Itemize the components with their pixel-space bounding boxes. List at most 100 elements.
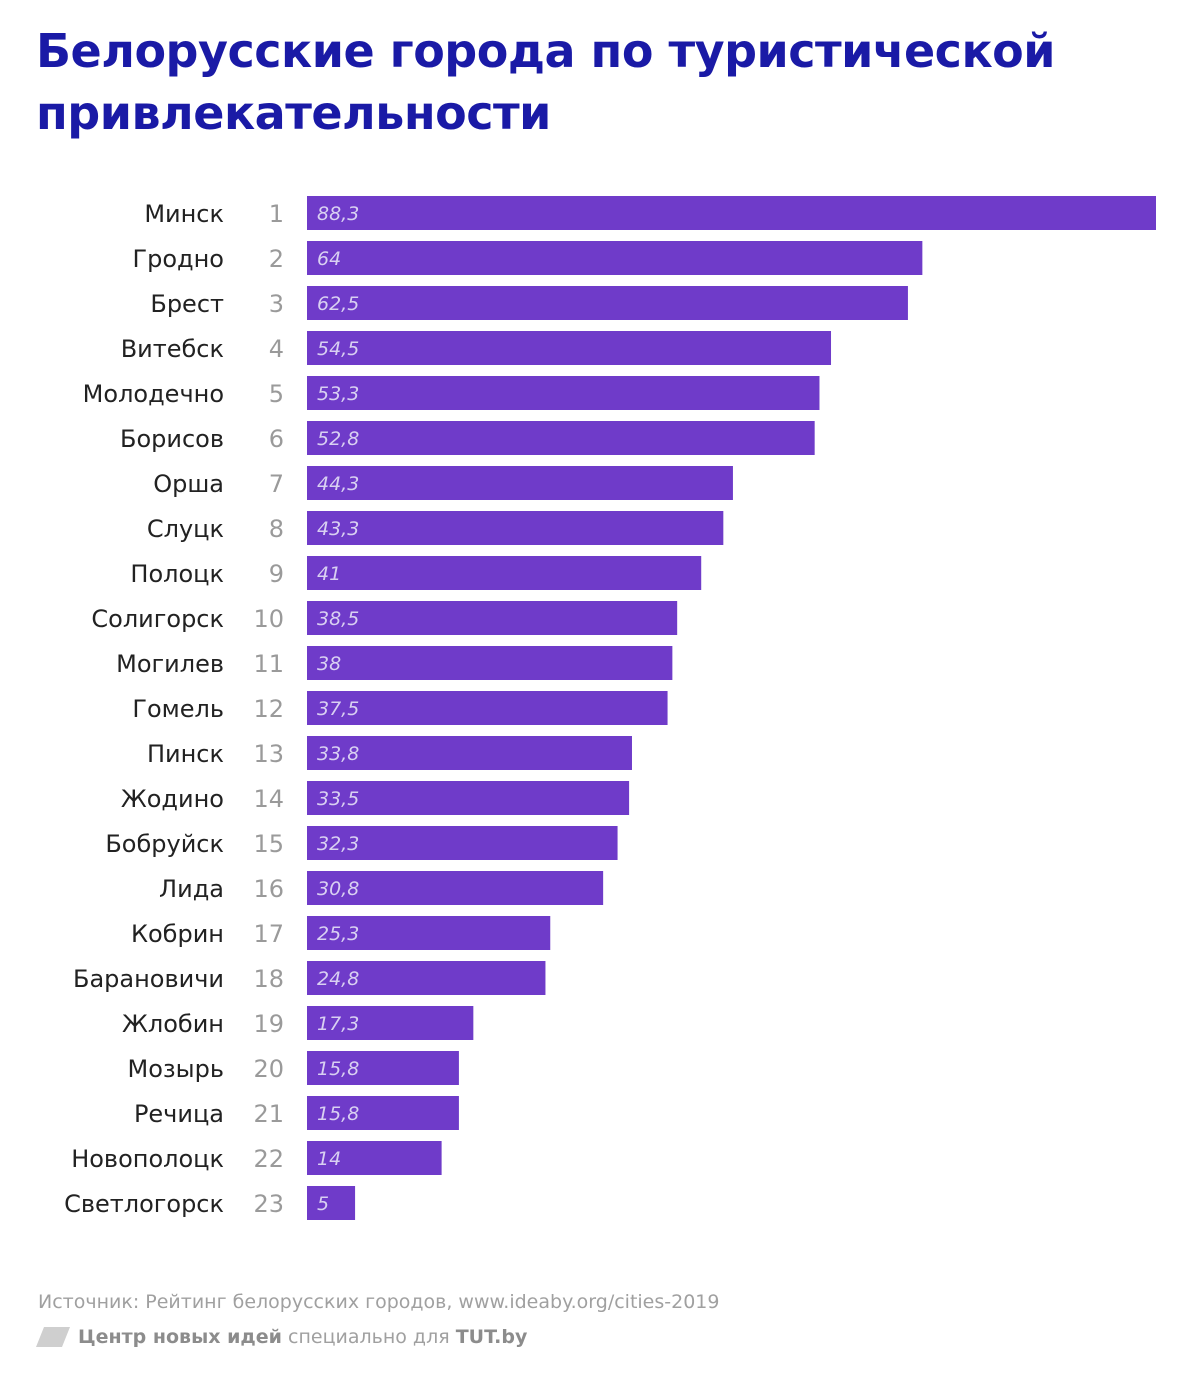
rank-label: 16: [253, 875, 284, 903]
bar: [307, 1186, 356, 1220]
rank-label: 23: [253, 1190, 284, 1218]
category-label: Кобрин: [131, 920, 224, 948]
value-label: 88,3: [317, 203, 359, 225]
value-label: 17,3: [317, 1013, 359, 1035]
category-label: Гродно: [132, 245, 224, 273]
bar: [307, 241, 923, 275]
bar: [307, 916, 551, 950]
footer-credit: Центр новых идей специально для TUT.by: [36, 1326, 527, 1348]
bar: [307, 646, 673, 680]
value-label: 38,5: [317, 608, 359, 630]
rank-label: 1: [269, 200, 284, 228]
value-label: 15,8: [317, 1058, 359, 1080]
rank-label: 15: [253, 830, 284, 858]
value-label: 25,3: [317, 923, 359, 945]
category-label: Речица: [134, 1100, 224, 1128]
category-label: Витебск: [121, 335, 224, 363]
bar-chart: Минск 1 88,3 Гродно 2 64 Брест 3 62,5 Витебск 4 54,…: [64, 196, 1156, 1220]
bar: [307, 286, 908, 320]
rank-label: 7: [269, 470, 284, 498]
rank-label: 17: [253, 920, 284, 948]
rank-label: 9: [269, 560, 284, 588]
value-label: 38: [317, 653, 341, 675]
rank-label: 13: [253, 740, 284, 768]
rank-label: 3: [269, 290, 284, 318]
category-label: Барановичи: [73, 965, 224, 993]
rank-label: 22: [253, 1145, 284, 1173]
value-label: 15,8: [317, 1103, 359, 1125]
bar: [307, 376, 820, 410]
bar: [307, 1141, 442, 1175]
category-label: Борисов: [120, 425, 224, 453]
logo-icon: [36, 1327, 70, 1347]
bar: [307, 691, 668, 725]
category-label: Гомель: [132, 695, 224, 723]
category-label: Жлобин: [122, 1010, 224, 1038]
bar: [307, 736, 632, 770]
source-note: Источник: Рейтинг белорусских городов, w…: [38, 1291, 720, 1313]
rank-label: 21: [253, 1100, 284, 1128]
value-label: 53,3: [317, 383, 359, 405]
footer-org: Центр новых идей: [78, 1326, 282, 1348]
value-label: 62,5: [317, 293, 359, 315]
rank-label: 4: [269, 335, 284, 363]
rank-label: 14: [253, 785, 284, 813]
bar: [307, 826, 618, 860]
bar: [307, 781, 630, 815]
bar: [307, 1096, 459, 1130]
category-label: Бобруйск: [105, 830, 224, 858]
rank-label: 20: [253, 1055, 284, 1083]
footer-middle: специально для: [281, 1326, 456, 1348]
rank-label: 8: [269, 515, 284, 543]
bar: [307, 466, 733, 500]
value-label: 52,8: [317, 428, 359, 450]
bar: [307, 331, 832, 365]
category-label: Полоцк: [130, 560, 224, 588]
bar: [307, 1051, 459, 1085]
category-label: Лида: [159, 875, 224, 903]
value-label: 43,3: [317, 518, 359, 540]
category-label: Жодино: [121, 785, 224, 813]
category-label: Могилев: [116, 650, 224, 678]
rank-label: 19: [253, 1010, 284, 1038]
rank-label: 2: [269, 245, 284, 273]
bar: [307, 1006, 474, 1040]
value-label: 30,8: [317, 878, 359, 900]
value-label: 54,5: [317, 338, 359, 360]
bar: [307, 196, 1156, 230]
value-label: 14: [317, 1148, 341, 1170]
value-label: 37,5: [317, 698, 359, 720]
rank-label: 12: [253, 695, 284, 723]
category-label: Молодечно: [83, 380, 224, 408]
footer-brand: TUT.by: [455, 1326, 528, 1348]
chart-title: Белорусские города по туристической прив…: [36, 24, 1056, 140]
bar: [307, 421, 815, 455]
value-label: 33,8: [317, 743, 359, 765]
rank-label: 6: [269, 425, 284, 453]
rank-label: 18: [253, 965, 284, 993]
category-label: Светлогорск: [64, 1190, 224, 1218]
category-label: Солигорск: [91, 605, 224, 633]
bar: [307, 961, 546, 995]
rank-label: 10: [253, 605, 284, 633]
value-label: 5: [317, 1193, 329, 1215]
value-label: 64: [317, 248, 341, 270]
category-label: Новополоцк: [71, 1145, 224, 1173]
bar: [307, 556, 702, 590]
bar: [307, 511, 724, 545]
rank-label: 5: [269, 380, 284, 408]
category-label: Пинск: [147, 740, 224, 768]
category-label: Орша: [153, 470, 224, 498]
bar: [307, 601, 678, 635]
value-label: 41: [317, 563, 341, 585]
value-label: 32,3: [317, 833, 359, 855]
category-label: Слуцк: [147, 515, 224, 543]
category-label: Мозырь: [128, 1055, 224, 1083]
value-label: 33,5: [317, 788, 359, 810]
value-label: 44,3: [317, 473, 359, 495]
value-label: 24,8: [317, 968, 359, 990]
rank-label: 11: [253, 650, 284, 678]
bar: [307, 871, 604, 905]
category-label: Минск: [144, 200, 224, 228]
category-label: Брест: [150, 290, 224, 318]
